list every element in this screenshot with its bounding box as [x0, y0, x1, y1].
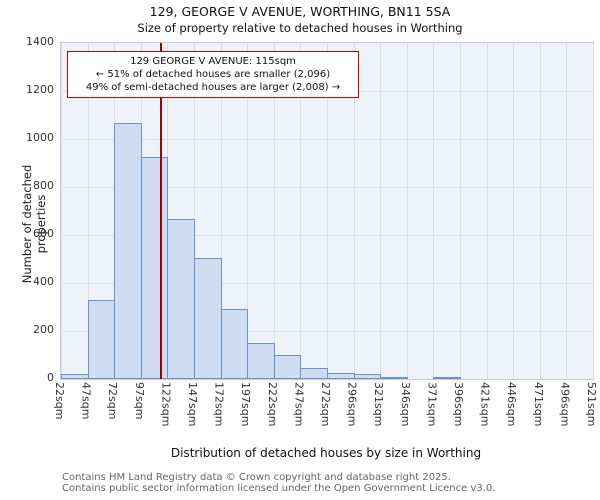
v-gridline	[566, 43, 568, 379]
histogram-bar	[433, 377, 461, 379]
y-tick-label: 400	[33, 275, 54, 288]
x-tick-label: 97sqm	[132, 382, 146, 420]
footer-attribution-1: Contains HM Land Registry data © Crown c…	[62, 472, 451, 483]
y-tick-label: 1400	[26, 35, 54, 48]
x-tick-label: 321sqm	[372, 382, 386, 427]
v-gridline	[194, 43, 195, 379]
histogram-bar	[140, 157, 169, 379]
v-gridline	[300, 43, 302, 379]
x-tick-label: 371sqm	[425, 382, 439, 427]
x-tick-label: 172sqm	[212, 382, 226, 427]
v-gridline	[61, 43, 62, 379]
y-tick-label: 0	[47, 371, 54, 384]
y-tick-label: 800	[33, 179, 54, 192]
histogram-bar	[300, 368, 328, 379]
v-gridline	[486, 43, 488, 379]
chart-title: 129, GEORGE V AVENUE, WORTHING, BN11 5SA	[149, 4, 451, 19]
x-tick-label: 197sqm	[239, 382, 253, 427]
x-tick-label: 47sqm	[79, 382, 93, 420]
histogram-bar	[167, 219, 195, 379]
x-tick-label: 471sqm	[531, 382, 545, 427]
v-gridline	[273, 43, 275, 379]
histogram-bar	[194, 257, 222, 379]
histogram-bar	[87, 299, 116, 379]
chart-subtitle: Size of property relative to detached ho…	[137, 21, 463, 35]
v-gridline	[513, 43, 515, 379]
x-tick-label: 247sqm	[292, 382, 306, 427]
histogram-bar	[220, 309, 249, 379]
v-gridline	[247, 43, 249, 379]
v-gridline	[460, 43, 461, 379]
x-tick-label: 272sqm	[319, 382, 332, 427]
x-axis-label: Distribution of detached houses by size …	[170, 446, 482, 460]
annotation-line-3: 49% of semi-detached houses are larger (…	[85, 82, 341, 93]
y-tick-label: 1200	[26, 83, 54, 96]
histogram-bar	[247, 343, 275, 379]
x-tick-label: 222sqm	[265, 382, 279, 427]
footer-attribution-2: Contains public sector information licen…	[62, 483, 496, 494]
histogram-bar	[114, 123, 142, 379]
x-tick-label: 421sqm	[478, 382, 492, 427]
v-gridline	[380, 43, 382, 379]
annotation-line-1: 129 GEORGE V AVENUE: 115sqm	[130, 56, 296, 67]
x-tick-label: 346sqm	[398, 382, 412, 427]
histogram-bar	[353, 374, 382, 379]
v-gridline	[87, 43, 89, 379]
v-gridline	[539, 43, 541, 379]
v-gridline	[353, 43, 355, 379]
v-gridline	[327, 43, 328, 379]
x-tick-label: 22sqm	[53, 382, 66, 420]
plot-area: 129 GEORGE V AVENUE: 115sqm ← 51% of det…	[60, 42, 594, 380]
x-tick-label: 521sqm	[585, 382, 598, 427]
x-tick-label: 296sqm	[345, 382, 359, 427]
v-gridline	[406, 43, 408, 379]
x-tick-label: 147sqm	[186, 382, 199, 427]
histogram-bar	[273, 355, 302, 379]
y-tick-label: 600	[33, 227, 54, 240]
histogram-bar	[327, 373, 355, 379]
x-tick-label: 72sqm	[106, 382, 120, 420]
y-tick-label: 200	[33, 323, 54, 336]
annotation-line-2: ← 51% of detached houses are smaller (2,…	[95, 69, 331, 80]
y-tick-label: 1000	[26, 131, 54, 144]
v-gridline	[593, 43, 594, 379]
subject-property-marker-line	[160, 43, 162, 379]
v-gridline	[433, 43, 435, 379]
x-tick-label: 122sqm	[159, 382, 173, 427]
x-tick-label: 396sqm	[452, 382, 465, 427]
v-gridline	[220, 43, 222, 379]
x-tick-label: 496sqm	[558, 382, 572, 427]
x-tick-label: 446sqm	[505, 382, 519, 427]
histogram-bar	[380, 376, 408, 379]
annotation-box: 129 GEORGE V AVENUE: 115sqm ← 51% of det…	[67, 51, 359, 98]
histogram-bar	[61, 374, 89, 379]
